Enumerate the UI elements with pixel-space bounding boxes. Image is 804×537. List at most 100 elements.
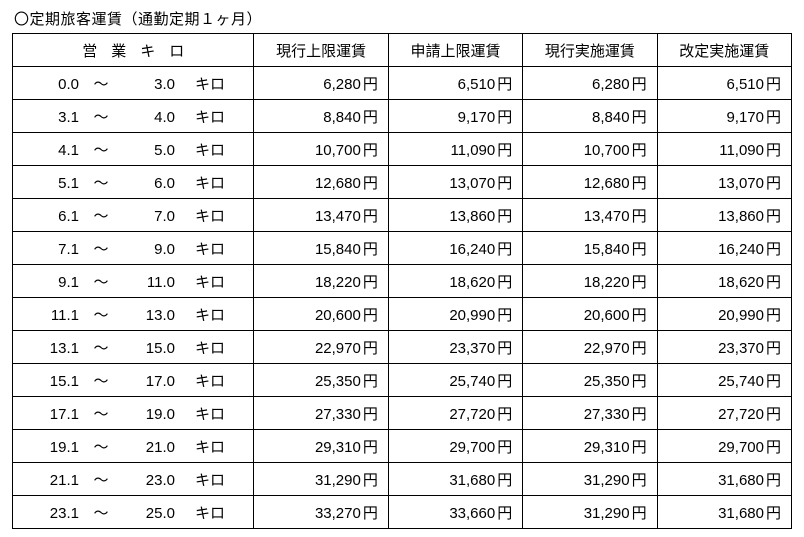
- cell-c2: 31,680円: [388, 463, 522, 496]
- cell-c4: 31,680円: [657, 496, 791, 529]
- table-title: 〇定期旅客運賃（通勤定期１ヶ月）: [14, 8, 792, 29]
- cell-c3: 13,470円: [523, 199, 657, 232]
- table-row: 0.0～3.0キロ6,280円6,510円6,280円6,510円: [13, 67, 792, 100]
- table-row: 9.1～11.0キロ18,220円18,620円18,220円18,620円: [13, 265, 792, 298]
- fare-value: 6,280: [291, 76, 361, 93]
- km-unit: キロ: [175, 370, 229, 391]
- km-unit: キロ: [175, 337, 229, 358]
- cell-c3: 31,290円: [523, 496, 657, 529]
- currency-unit: 円: [497, 208, 512, 225]
- fare-value: 25,350: [291, 373, 361, 390]
- km-separator: ～: [79, 304, 123, 325]
- km-to: 9.0: [123, 241, 175, 258]
- currency-unit: 円: [497, 142, 512, 159]
- currency-unit: 円: [363, 373, 378, 390]
- cell-c2: 23,370円: [388, 331, 522, 364]
- km-from: 5.1: [31, 175, 79, 192]
- currency-unit: 円: [766, 340, 781, 357]
- fare-value: 6,510: [425, 76, 495, 93]
- currency-unit: 円: [632, 373, 647, 390]
- fare-value: 31,680: [694, 472, 764, 489]
- fare-value: 27,330: [291, 406, 361, 423]
- fare-value: 20,990: [425, 307, 495, 324]
- currency-unit: 円: [766, 142, 781, 159]
- currency-unit: 円: [497, 373, 512, 390]
- currency-unit: 円: [766, 472, 781, 489]
- table-row: 23.1～25.0キロ33,270円33,660円31,290円31,680円: [13, 496, 792, 529]
- fare-value: 25,350: [560, 373, 630, 390]
- cell-c4: 27,720円: [657, 397, 791, 430]
- km-unit: キロ: [175, 106, 229, 127]
- table-row: 7.1～9.0キロ15,840円16,240円15,840円16,240円: [13, 232, 792, 265]
- cell-c4: 23,370円: [657, 331, 791, 364]
- fare-value: 33,660: [425, 505, 495, 522]
- km-unit: キロ: [175, 304, 229, 325]
- table-row: 21.1～23.0キロ31,290円31,680円31,290円31,680円: [13, 463, 792, 496]
- fare-value: 10,700: [291, 142, 361, 159]
- cell-c1: 31,290円: [254, 463, 388, 496]
- cell-c4: 9,170円: [657, 100, 791, 133]
- fare-value: 20,600: [291, 307, 361, 324]
- cell-c1: 12,680円: [254, 166, 388, 199]
- cell-c3: 15,840円: [523, 232, 657, 265]
- cell-c2: 9,170円: [388, 100, 522, 133]
- cell-c1: 20,600円: [254, 298, 388, 331]
- currency-unit: 円: [497, 274, 512, 291]
- fare-value: 8,840: [291, 109, 361, 126]
- fare-value: 29,700: [694, 439, 764, 456]
- km-to: 6.0: [123, 175, 175, 192]
- table-row: 15.1～17.0キロ25,350円25,740円25,350円25,740円: [13, 364, 792, 397]
- cell-c4: 31,680円: [657, 463, 791, 496]
- currency-unit: 円: [363, 109, 378, 126]
- cell-km-range: 9.1～11.0キロ: [13, 265, 254, 298]
- currency-unit: 円: [632, 274, 647, 291]
- cell-c3: 25,350円: [523, 364, 657, 397]
- currency-unit: 円: [497, 505, 512, 522]
- cell-c4: 25,740円: [657, 364, 791, 397]
- fare-value: 25,740: [425, 373, 495, 390]
- fare-value: 15,840: [291, 241, 361, 258]
- km-to: 11.0: [123, 274, 175, 291]
- table-row: 11.1～13.0キロ20,600円20,990円20,600円20,990円: [13, 298, 792, 331]
- fare-value: 13,470: [291, 208, 361, 225]
- cell-km-range: 7.1～9.0キロ: [13, 232, 254, 265]
- km-separator: ～: [79, 370, 123, 391]
- cell-c4: 11,090円: [657, 133, 791, 166]
- km-from: 11.1: [31, 307, 79, 324]
- currency-unit: 円: [766, 439, 781, 456]
- col-header-km: 営業キロ: [13, 34, 254, 67]
- km-unit: キロ: [175, 205, 229, 226]
- cell-km-range: 4.1～5.0キロ: [13, 133, 254, 166]
- currency-unit: 円: [363, 439, 378, 456]
- km-to: 25.0: [123, 505, 175, 522]
- km-from: 23.1: [31, 505, 79, 522]
- currency-unit: 円: [766, 307, 781, 324]
- fare-value: 29,310: [291, 439, 361, 456]
- fare-value: 27,720: [694, 406, 764, 423]
- currency-unit: 円: [363, 274, 378, 291]
- currency-unit: 円: [497, 406, 512, 423]
- currency-unit: 円: [497, 241, 512, 258]
- cell-c3: 22,970円: [523, 331, 657, 364]
- cell-c2: 25,740円: [388, 364, 522, 397]
- cell-c4: 20,990円: [657, 298, 791, 331]
- km-separator: ～: [79, 271, 123, 292]
- cell-c1: 22,970円: [254, 331, 388, 364]
- km-to: 7.0: [123, 208, 175, 225]
- currency-unit: 円: [497, 109, 512, 126]
- table-row: 6.1～7.0キロ13,470円13,860円13,470円13,860円: [13, 199, 792, 232]
- fare-value: 11,090: [425, 142, 495, 159]
- km-from: 21.1: [31, 472, 79, 489]
- table-row: 17.1～19.0キロ27,330円27,720円27,330円27,720円: [13, 397, 792, 430]
- currency-unit: 円: [363, 142, 378, 159]
- fare-value: 15,840: [560, 241, 630, 258]
- km-separator: ～: [79, 469, 123, 490]
- table-row: 13.1～15.0キロ22,970円23,370円22,970円23,370円: [13, 331, 792, 364]
- cell-km-range: 19.1～21.0キロ: [13, 430, 254, 463]
- cell-c2: 20,990円: [388, 298, 522, 331]
- fare-value: 29,310: [560, 439, 630, 456]
- table-header-row: 営業キロ 現行上限運賃 申請上限運賃 現行実施運賃 改定実施運賃: [13, 34, 792, 67]
- fare-value: 6,510: [694, 76, 764, 93]
- km-separator: ～: [79, 106, 123, 127]
- km-unit: キロ: [175, 271, 229, 292]
